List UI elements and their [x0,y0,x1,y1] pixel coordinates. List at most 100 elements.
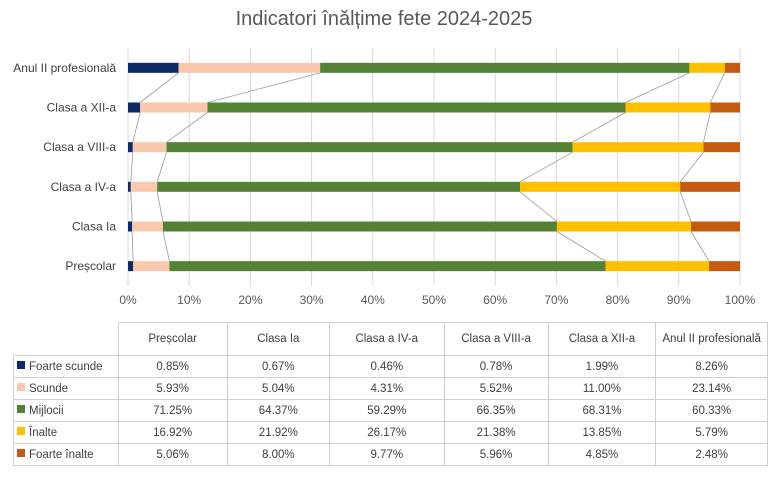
data-value-cell: 26.17% [329,421,445,444]
stacked-bar-chart: Preșcolar Clasa Ia Clasa a IV-a Clasa a VII… [13,48,756,307]
series-connector-line [556,231,606,262]
table-row: Înalte 16.92% 21.92% 26.17% 21.38% 13.85% 5.79… [13,421,768,444]
series-connector-line [709,72,726,103]
bar-segment [709,261,741,272]
data-value-cell: 5.06% [117,443,228,466]
data-value-cell: 59.29% [329,399,445,422]
legend-label: Înalte [29,426,58,439]
data-value-cell: 5.79% [655,421,768,444]
data-table: Preșcolar Clasa Ia Clasa a IV-a Clasa a VII… [13,322,768,466]
x-tick-label: 70% [544,293,568,307]
x-tick-label: 0% [119,293,137,307]
x-tick-label: 40% [361,293,385,307]
series-name-cell: Scunde [13,377,119,400]
data-value-cell: 2.48% [655,443,768,466]
data-value-cell: 60.33% [655,399,768,422]
chart-title: Indicatori înălțime fete 2024-2025 [235,8,533,30]
data-value-cell: 5.93% [117,377,228,400]
series-connector-line [703,112,711,143]
bar-segment [128,102,141,113]
category-label: Clasa a VIII-a [43,140,116,154]
table-column-header: Clasa Ia [226,322,331,356]
data-value-cell: 71.25% [117,399,228,422]
data-value-cell: 66.35% [443,399,549,422]
series-connector-line [572,112,626,143]
table-corner-cell [13,322,119,356]
series-connector-line [156,191,164,222]
legend-label: Mijlocii [29,404,64,417]
data-value-cell: 0.67% [226,355,331,378]
data-value-cell: 4.31% [329,377,445,400]
series-connector-line [162,231,170,262]
category-labels: Preșcolar Clasa Ia Clasa a IV-a Clasa a VII… [13,61,116,273]
x-tick-label: 30% [300,293,324,307]
legend-label: Foarte înalte [29,448,94,461]
bar-segment [133,261,170,272]
bar-segment [689,62,725,73]
category-label: Clasa a XII-a [47,101,117,115]
bar-segment [625,102,711,113]
bar-segment [169,261,606,272]
legend-swatch [17,427,25,436]
series-connector-line [519,191,558,222]
data-value-cell: 8.26% [655,355,768,378]
bar-segment [140,102,208,113]
series-connector-line [679,191,692,222]
series-connector-line [207,72,321,103]
data-value-cell: 8.00% [226,443,331,466]
table-column-header: Clasa a XII-a [547,322,657,356]
table-column-header: Clasa a VIII-a [443,322,549,356]
data-value-cell: 9.77% [329,443,445,466]
category-label: Preșcolar [65,259,116,273]
data-value-cell: 0.46% [329,355,445,378]
bar-segment [162,221,557,232]
data-value-cell: 11.00% [547,377,657,400]
series-name-cell: Foarte scunde [13,355,119,378]
data-value-cell: 5.52% [443,377,549,400]
data-value-cell: 0.85% [117,355,228,378]
data-value-cell: 4.85% [547,443,657,466]
bar-segment [128,142,133,153]
bar-segment [320,62,690,73]
data-value-cell: 0.78% [443,355,549,378]
table-column-header: Preșcolar [117,322,228,356]
series-connector-line [166,112,208,143]
bar-segment [166,142,573,153]
data-value-cell: 1.99% [547,355,657,378]
bar-segment [128,261,134,272]
table-row: Foarte scunde 0.85% 0.67% 0.46% 0.78% 1.99% 8.… [13,355,768,378]
bar-segment [157,181,521,192]
x-axis-tick-labels: 0% 10% 20% 30% 40% 50% 60% 70% 80% 90% 100% [119,293,755,307]
bar-segment [710,102,740,113]
bar-segment [178,62,321,73]
legend-swatch [17,383,25,392]
series-connector-line [519,151,573,183]
bar-segment [128,62,179,73]
x-tick-label: 20% [238,293,262,307]
legend-label: Scunde [29,382,69,395]
series-connector-line [679,151,704,183]
bar-segment [132,221,163,232]
x-tick-label: 50% [422,293,446,307]
bar-segment [130,181,158,192]
category-label: Clasa Ia [72,220,116,234]
bar-segment [128,181,131,192]
table-header-row: Preșcolar Clasa Ia Clasa a IV-a Clasa a VII… [13,322,768,356]
data-value-cell: 21.38% [443,421,549,444]
bar-segment [724,62,740,73]
x-tick-label: 100% [725,293,756,307]
series-connector-line [132,112,141,143]
series-connector-line [130,191,133,222]
x-tick-label: 60% [483,293,507,307]
table-row: Scunde 5.93% 5.04% 4.31% 5.52% 11.00% 23.14% [13,377,768,400]
table-row: Mijlocii 71.25% 64.37% 59.29% 66.35% 68.31% 60… [13,399,768,422]
x-tick-label: 10% [177,293,201,307]
data-value-cell: 64.37% [226,399,331,422]
table-body: Foarte scunde 0.85% 0.67% 0.46% 0.78% 1.99% 8.… [13,355,768,466]
series-connector-lines [130,72,726,262]
x-tick-label: 90% [667,293,691,307]
data-value-cell: 23.14% [655,377,768,400]
legend-swatch [17,405,25,414]
data-value-cell: 13.85% [547,421,657,444]
series-name-cell: Mijlocii [13,399,119,422]
